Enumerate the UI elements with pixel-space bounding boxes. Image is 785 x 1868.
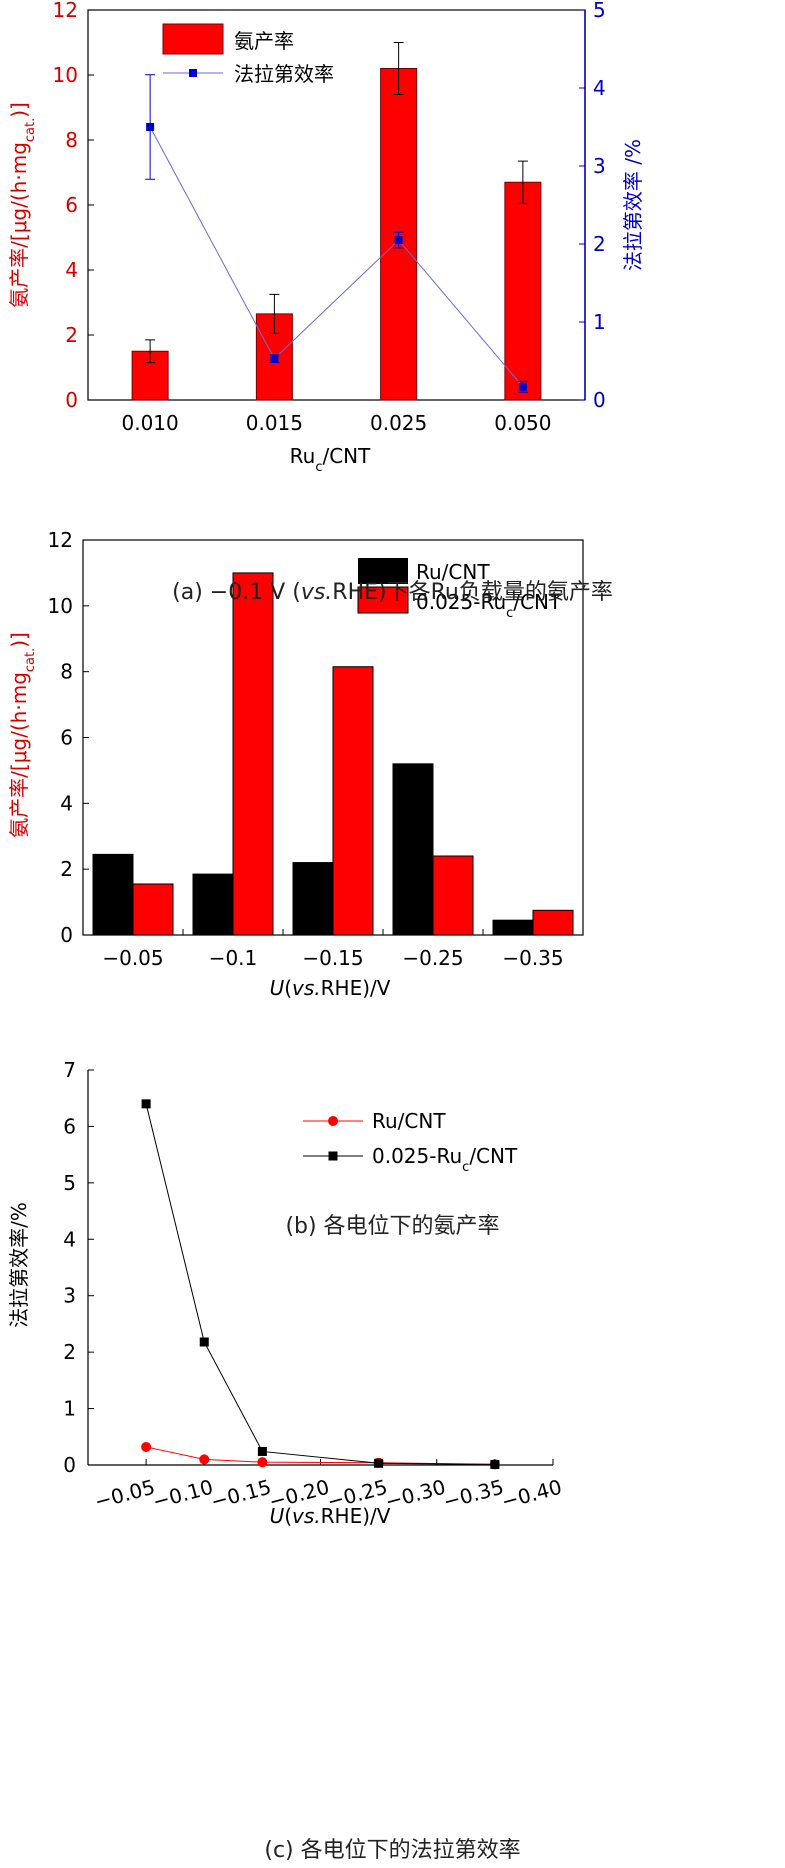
y-tick-label-c: 7 [63,1058,76,1082]
legend-marker-ruc-c [328,1151,338,1161]
bar-b-s1-0 [132,883,174,936]
point-a-0.010 [146,123,155,131]
x-tick-label-c: −0.35 [441,1475,506,1514]
y-tick-label-a: 6 [65,193,78,217]
bar-b-s1-4 [532,909,574,936]
x-tick-label-b: −0.25 [402,946,463,970]
y-tick-label-c: 6 [63,1114,76,1138]
y-tick-label-c: 3 [63,1284,76,1308]
bar-b-s1-3 [432,855,474,936]
legend-marker-ru-c [328,1116,338,1126]
y-tick-label-a: 10 [53,63,78,87]
y-tick-label-c: 5 [63,1171,76,1195]
x-tick-label-a: 0.010 [121,411,178,435]
bar-b-s0-2 [292,862,334,936]
legend-label-fe-a: 法拉第效率 [234,62,334,86]
y-tick-label-a: 4 [65,258,78,282]
bar-a-0.050 [504,181,542,401]
legend-marker-fe-a [189,69,197,77]
y2-tick-label-a: 2 [593,232,606,256]
y-tick-label-a: 12 [53,0,78,22]
caption-a: (a) −0.1 V (vs.RHE)下各Ru负载量的氨产率 [172,580,613,605]
bar-b-s1-2 [332,666,374,936]
line-a-faradaic [149,126,524,388]
y2-axis-label-a: 法拉第效率 /% [621,139,645,271]
x-tick-label-c: −0.15 [208,1475,273,1514]
y-tick-label-c: 1 [63,1397,76,1421]
y-tick-label-a: 8 [65,128,78,152]
y2-tick-label-a: 1 [593,310,606,334]
x-tick-label-a: 0.050 [494,411,551,435]
point-c-s0-0 [141,1441,152,1452]
y-tick-label-b: 6 [60,726,73,750]
bar-b-s0-1 [192,873,234,936]
point-a-0.050 [518,382,527,391]
bar-b-s1-1 [232,572,274,936]
y-tick-label-b: 12 [48,528,73,552]
y-tick-label-c: 4 [63,1227,76,1251]
y-tick-label-b: 10 [48,594,73,618]
legend-label-yield-a: 氨产率 [234,29,294,53]
x-axis-label-c: U(vs.RHE)/V [270,1504,391,1528]
y2-tick-label-a: 0 [593,388,606,412]
legend-swatch-ru-b [358,558,408,584]
point-c-s0-2 [257,1457,268,1468]
y-axis-label-c: 法拉第效率/% [7,1202,31,1328]
y-tick-label-b: 4 [60,791,73,815]
x-axis-label-a: Ruc/CNT [290,444,372,475]
caption-b: (b) 各电位下的氨产率 [285,1214,500,1239]
x-tick-label-b: −0.15 [302,946,363,970]
y-tick-label-b: 2 [60,857,73,881]
y-tick-label-c: 0 [63,1453,76,1477]
y-tick-label-c: 2 [63,1340,76,1364]
y-tick-label-b: 0 [60,923,73,947]
point-c-s1-0 [141,1099,151,1109]
bar-b-s0-0 [92,853,134,936]
y2-tick-label-a: 4 [593,76,606,100]
bar-b-s0-3 [392,763,434,936]
y-axis-label-a: 氨产率/[μg/(h·mgcat.)] [7,102,38,308]
caption-c: (c) 各电位下的法拉第效率 [264,1838,521,1863]
x-tick-label-b: −0.1 [209,946,258,970]
point-c-s1-3 [374,1458,384,1468]
x-tick-label-c: −0.30 [383,1475,448,1514]
legend-label-ru-b: Ru/CNT [416,560,490,584]
y-tick-label-b: 8 [60,660,73,684]
y-tick-label-a: 2 [65,323,78,347]
bar-b-s0-4 [492,919,534,936]
x-tick-label-a: 0.025 [370,411,427,435]
x-tick-label-b: −0.05 [102,946,163,970]
x-tick-label-b: −0.35 [502,946,563,970]
x-tick-label-c: −0.40 [499,1475,564,1514]
legend-label-ru-c: Ru/CNT [372,1109,446,1133]
x-tick-label-c: −0.05 [92,1475,157,1514]
point-c-s0-1 [199,1454,210,1465]
legend-swatch-ruc-b [357,586,409,614]
x-axis-label-b: U(vs.RHE)/V [270,976,391,1000]
x-tick-label-c: −0.10 [150,1475,215,1514]
point-a-0.025 [394,236,403,245]
point-c-s1-2 [257,1446,267,1456]
point-c-s1-4 [490,1459,500,1469]
point-c-s1-1 [199,1337,209,1347]
x-tick-label-a: 0.015 [246,411,303,435]
point-a-0.015 [270,354,279,363]
legend-label-ruc-b: 0.025-Ruc/CNT [416,590,562,621]
y2-tick-label-a: 3 [593,154,606,178]
legend-label-ruc-c: 0.025-Ruc/CNT [372,1144,518,1175]
y-tick-label-a: 0 [65,388,78,412]
legend-swatch-yield-a [162,23,224,55]
y-axis-label-b: 氨产率/[μg/(h·mgcat.)] [7,632,38,838]
y2-tick-label-a: 5 [593,0,606,22]
